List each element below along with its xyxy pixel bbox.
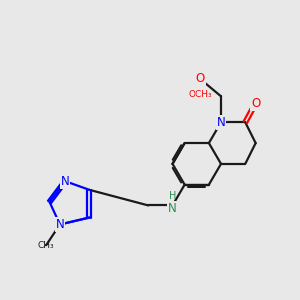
- Text: CH₃: CH₃: [38, 241, 54, 250]
- Text: N: N: [56, 218, 64, 231]
- Text: N: N: [61, 175, 70, 188]
- Text: N: N: [168, 202, 177, 215]
- Text: O: O: [196, 73, 205, 85]
- Text: OCH₃: OCH₃: [188, 90, 212, 99]
- Text: H: H: [169, 191, 176, 201]
- Text: N: N: [217, 116, 225, 129]
- Text: O: O: [251, 97, 260, 110]
